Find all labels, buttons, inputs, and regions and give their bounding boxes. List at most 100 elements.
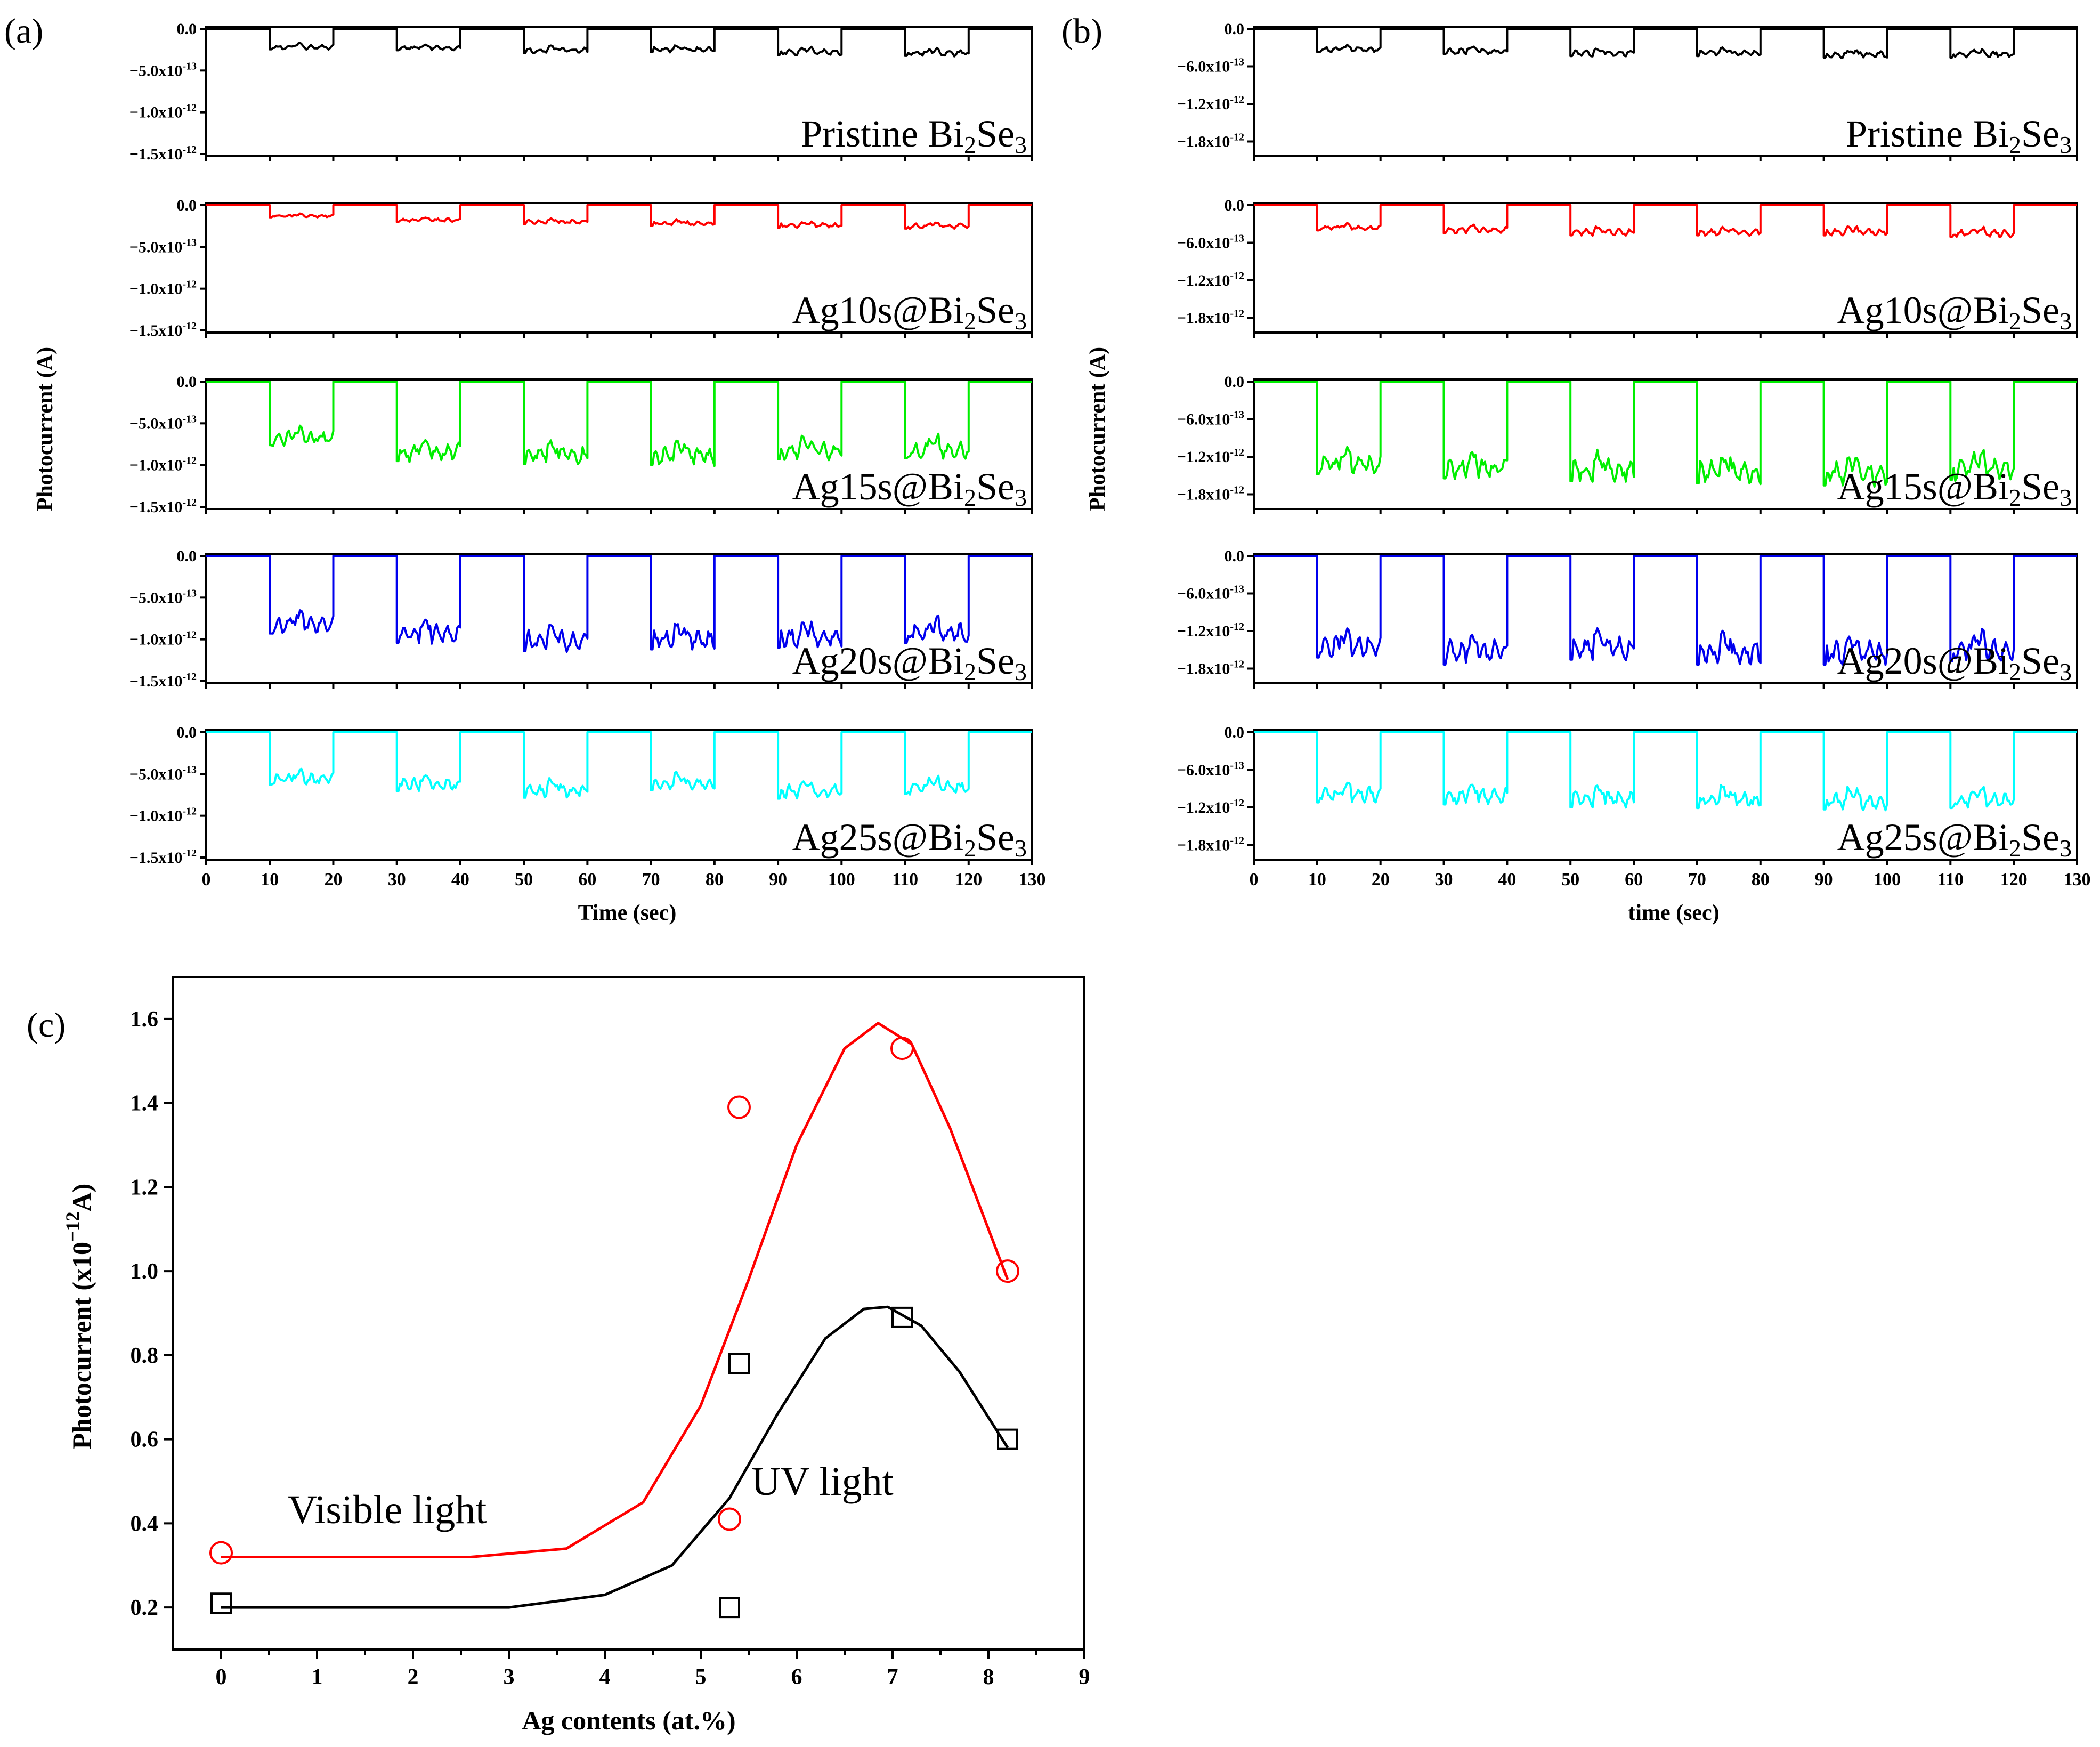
trace-1 — [206, 204, 1032, 230]
ytick-exponent: -13 — [1230, 409, 1244, 421]
sample-label-part: 3 — [2060, 484, 2072, 511]
ytick-mantissa: −1.2x10 — [1177, 95, 1230, 113]
panel-a-subplot-3: 0.0−5.0x10-13−1.0x10-12−1.5x10-12 Ag20s@B… — [129, 547, 1033, 690]
sample-label-part: Ag25s@Bi — [792, 816, 964, 859]
trace-4 — [206, 731, 1032, 800]
ytick-mantissa: −1.5x10 — [129, 673, 183, 690]
ytick-mantissa: −1.2x10 — [1177, 622, 1230, 640]
ytick-label: 0.0 — [1225, 373, 1245, 391]
panel-a-stacked-photocurrent: 0.0−5.0x10-13−1.0x10-12−1.5x10-12 Pristin… — [129, 20, 1046, 889]
ytick-exponent: -13 — [1230, 760, 1244, 772]
ytick-exponent: -12 — [1230, 835, 1244, 847]
ytick-exponent: -12 — [182, 497, 197, 508]
ytick-label: −1.2x10-12 — [1177, 447, 1244, 466]
sample-label-1: Ag10s@Bi2Se3 — [1837, 289, 2072, 335]
marker-square-uv — [728, 1353, 750, 1374]
subplot-frame — [205, 553, 1033, 684]
sample-label-part: 2 — [2009, 484, 2021, 511]
ytick-label: 0.0 — [177, 373, 197, 391]
marker-circle-visible — [718, 1507, 741, 1531]
xtick-label: 110 — [1937, 870, 1964, 889]
ytick-label: 0.0 — [1225, 20, 1245, 38]
ytick-label: −1.5x10-12 — [129, 847, 197, 867]
panel-a-xlabel: Time (sec) — [578, 901, 677, 925]
c-xtick-label: 2 — [408, 1665, 419, 1689]
ytick-label: −1.2x10-12 — [1177, 94, 1244, 113]
ytick-exponent: -12 — [182, 671, 197, 683]
xtick-label: 130 — [1019, 870, 1046, 889]
sample-label-part: 2 — [964, 308, 976, 335]
ytick-mantissa: −1.2x10 — [1177, 448, 1230, 466]
xtick-label: 20 — [324, 870, 342, 889]
ytick-label: −1.2x10-12 — [1177, 270, 1244, 289]
marker-square-uv — [891, 1306, 913, 1328]
sample-label-part: Ag20s@Bi — [792, 640, 964, 682]
sample-label-part: 3 — [1015, 658, 1027, 685]
ytick-exponent: -12 — [182, 847, 197, 859]
sample-label-part: 2 — [964, 835, 976, 862]
sample-label-part: Pristine Bi — [801, 112, 964, 155]
ytick-label: 0.0 — [1225, 724, 1245, 741]
panel-b-subplot-1: 0.0−6.0x10-13−1.2x10-12−1.8x10-12 Ag10s@B… — [1177, 197, 2078, 338]
c-ytick-label: 1.0 — [131, 1259, 159, 1284]
xtick-label: 100 — [1874, 870, 1901, 889]
sample-label-part: 3 — [1015, 484, 1027, 511]
xtick-label: 40 — [451, 870, 469, 889]
marker-square-uv — [719, 1597, 740, 1619]
ytick-label: 0.0 — [177, 197, 197, 214]
panel-c-frame — [172, 976, 1085, 1651]
panel-c-xlabel: Ag contents (at.%) — [522, 1705, 735, 1735]
sample-label-part: Se — [2021, 816, 2060, 859]
trace-2 — [206, 381, 1032, 467]
panel-c-ylabel: Photocurrent (x10−12A) — [62, 1184, 96, 1450]
xtick-label: 50 — [515, 870, 533, 889]
ytick-mantissa: −5.0x10 — [129, 62, 183, 79]
c-ytick-label: 0.4 — [131, 1511, 159, 1536]
panel-c-ylabel-tail: A) — [67, 1184, 96, 1212]
panel-b-subplot-0: 0.0−6.0x10-13−1.2x10-12−1.8x10-12 Pristin… — [1177, 20, 2078, 161]
ytick-label: −6.0x10-13 — [1177, 584, 1244, 603]
sample-label-part: 2 — [964, 131, 976, 158]
ytick-label: −1.8x10-12 — [1177, 484, 1244, 504]
trace-0 — [206, 28, 1032, 58]
sample-label-part: 3 — [2060, 835, 2072, 862]
sample-label-4: Ag25s@Bi2Se3 — [1837, 816, 2072, 862]
ytick-mantissa: −1.0x10 — [129, 807, 183, 825]
annotation-visible-light: Visible light — [288, 1487, 487, 1532]
xtick-label: 40 — [1498, 870, 1516, 889]
ytick-mantissa: 0.0 — [1225, 373, 1245, 391]
ytick-mantissa: 0.0 — [1225, 547, 1245, 565]
ytick-label: −1.0x10-12 — [129, 629, 197, 649]
ytick-label: −1.5x10-12 — [129, 671, 197, 690]
ytick-exponent: -12 — [1230, 94, 1244, 106]
sample-label-part: Se — [2021, 289, 2060, 331]
ytick-exponent: -12 — [182, 320, 197, 332]
subplot-frame — [1253, 729, 2078, 861]
panel-b-stacked-photocurrent: 0.0−6.0x10-13−1.2x10-12−1.8x10-12 Pristin… — [1177, 20, 2091, 889]
subplot-frame — [1253, 202, 2078, 334]
ytick-mantissa: −1.5x10 — [129, 498, 183, 516]
ytick-label: −1.0x10-12 — [129, 279, 197, 298]
panel-letter-a: (a) — [4, 12, 43, 51]
panel-b-xlabel: time (sec) — [1628, 901, 1719, 925]
xtick-label: 110 — [892, 870, 918, 889]
subplot-frame — [205, 729, 1033, 861]
sample-label-part: Ag20s@Bi — [1837, 640, 2009, 682]
marker-circle-visible — [209, 1541, 233, 1565]
c-ytick-label: 0.2 — [131, 1596, 159, 1620]
ytick-label: −1.8x10-12 — [1177, 308, 1244, 327]
xtick-label: 20 — [1372, 870, 1390, 889]
ytick-mantissa: 0.0 — [177, 197, 197, 214]
sample-label-part: 3 — [2060, 308, 2072, 335]
trace-2 — [1254, 381, 2077, 488]
subplot-frame — [1253, 26, 2078, 157]
ytick-mantissa: −1.0x10 — [129, 104, 183, 122]
xtick-label: 10 — [261, 870, 279, 889]
ytick-mantissa: −1.5x10 — [129, 849, 183, 867]
panel-a-subplot-2: 0.0−5.0x10-13−1.0x10-12−1.5x10-12 Ag15s@B… — [129, 373, 1033, 516]
ytick-label: −1.8x10-12 — [1177, 132, 1244, 151]
panel-b-subplot-2: 0.0−6.0x10-13−1.2x10-12−1.8x10-12 Ag15s@B… — [1177, 373, 2078, 514]
panel-b-subplot-4: 0.0−6.0x10-13−1.2x10-12−1.8x10-120 10 20 30… — [1177, 724, 2091, 889]
sample-label-part: Se — [976, 640, 1015, 682]
